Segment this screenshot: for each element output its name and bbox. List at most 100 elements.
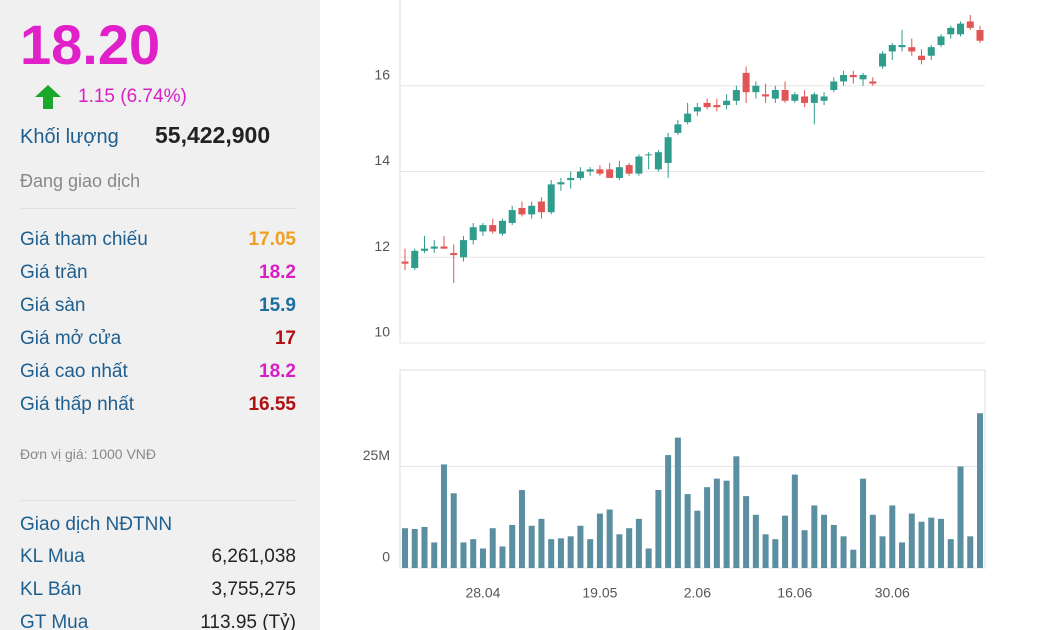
candle-body bbox=[547, 184, 555, 213]
volume-bar bbox=[869, 514, 876, 568]
x-tick-label: 16.06 bbox=[777, 585, 812, 601]
candle-body bbox=[420, 248, 428, 251]
candle-body bbox=[742, 72, 750, 93]
row-value: 15.9 bbox=[259, 295, 296, 316]
candle-body bbox=[498, 220, 506, 234]
up-arrow bbox=[35, 85, 61, 109]
candle-body bbox=[791, 94, 799, 101]
foreign-row: KL Bán 3,755,275 bbox=[20, 579, 296, 609]
volume-bar bbox=[538, 518, 545, 568]
candle-body bbox=[762, 94, 770, 97]
row-value: 17.05 bbox=[248, 229, 296, 250]
price-row: Giá trần 18.2 bbox=[20, 262, 296, 292]
candle-body bbox=[479, 225, 487, 232]
y-tick-label: 16 bbox=[374, 66, 390, 82]
volume-bar bbox=[421, 526, 428, 568]
candle-body bbox=[859, 75, 867, 80]
volume-bar bbox=[723, 480, 730, 568]
volume-bar bbox=[752, 514, 759, 568]
candle-body bbox=[840, 75, 848, 82]
volume-bar bbox=[879, 536, 886, 568]
row-value: 16.55 bbox=[248, 394, 296, 415]
candle-body bbox=[830, 81, 838, 91]
row-value: 6,261,038 bbox=[211, 546, 296, 567]
candle-body bbox=[976, 30, 984, 41]
candle-body bbox=[752, 85, 760, 93]
row-label: GT Mua bbox=[20, 612, 89, 630]
info-panel: 18.20 1.15 (6.74%) Khối lượng 55,422,900… bbox=[0, 0, 320, 630]
candle-body bbox=[908, 47, 916, 52]
candle-body bbox=[713, 105, 721, 108]
volume-bar bbox=[655, 490, 662, 568]
candle-body bbox=[625, 165, 633, 174]
candle-body bbox=[723, 100, 731, 106]
candle-body bbox=[489, 225, 497, 232]
volume-bar bbox=[889, 505, 896, 568]
price-row: Giá mở cửa 17 bbox=[20, 328, 296, 358]
candle-body bbox=[957, 23, 965, 35]
candle-body bbox=[615, 167, 623, 178]
volume-bar bbox=[616, 534, 623, 568]
volume-bar bbox=[635, 518, 642, 568]
volume-bar bbox=[733, 456, 740, 568]
row-label: KL Bán bbox=[20, 579, 82, 600]
candle-body bbox=[537, 201, 545, 213]
candle-body bbox=[771, 90, 779, 99]
price-row: Giá sàn 15.9 bbox=[20, 295, 296, 325]
volume-bar bbox=[850, 549, 857, 568]
volume-bar bbox=[528, 525, 535, 568]
volume-bar bbox=[470, 539, 477, 568]
row-label: Giá trần bbox=[20, 262, 88, 283]
candle-body bbox=[918, 55, 926, 61]
volume-bar bbox=[840, 536, 847, 568]
candle-body bbox=[557, 182, 565, 185]
y-tick-label: 14 bbox=[374, 152, 390, 168]
volume-bar bbox=[928, 517, 935, 568]
volume: 55,422,900 bbox=[155, 122, 271, 148]
y-tick-label: 0 bbox=[382, 549, 390, 565]
x-tick-label: 28.04 bbox=[465, 585, 500, 601]
candle-body bbox=[469, 227, 477, 241]
candle-body bbox=[684, 113, 692, 123]
x-tick-label: 19.05 bbox=[582, 585, 617, 601]
candle-body bbox=[576, 171, 584, 178]
volume-bar bbox=[830, 524, 837, 568]
volume-bar bbox=[567, 536, 574, 568]
volume-bar bbox=[713, 478, 720, 568]
candle-body bbox=[586, 169, 594, 172]
chart: 10 12 14 16 28.04 19.05 2.06 16.06 30.06 0 25M bbox=[363, 0, 986, 601]
candle-body bbox=[508, 210, 516, 223]
candle-body bbox=[869, 81, 877, 84]
volume-bar bbox=[811, 505, 818, 568]
volume-bar bbox=[704, 487, 711, 568]
y-tick-label: 12 bbox=[374, 238, 390, 254]
volume-bar bbox=[860, 478, 867, 568]
volume-bar bbox=[606, 509, 613, 568]
candle-body bbox=[820, 96, 828, 101]
volume-bar bbox=[489, 528, 496, 568]
separator bbox=[20, 500, 296, 501]
volume-bar bbox=[577, 525, 584, 568]
y-tick-label: 10 bbox=[374, 324, 390, 340]
candle-body bbox=[450, 252, 458, 256]
price-row: Giá cao nhất 18.2 bbox=[20, 361, 296, 391]
volume-bar bbox=[411, 529, 418, 568]
candle-body bbox=[440, 246, 448, 249]
unit-note: Đơn vị giá: 1000 VNĐ bbox=[20, 446, 157, 462]
separator bbox=[20, 208, 296, 209]
volume-bar bbox=[947, 539, 954, 568]
volume-bar bbox=[431, 542, 438, 568]
volume-bar bbox=[938, 518, 945, 568]
change: 1.15 (6.74%) bbox=[78, 86, 187, 107]
candle-body bbox=[654, 152, 662, 170]
volume-bar bbox=[908, 513, 915, 568]
volume-bar bbox=[684, 494, 691, 568]
candle-body bbox=[645, 154, 653, 156]
volume-bar bbox=[694, 510, 701, 568]
candle-body bbox=[411, 250, 419, 268]
volume-bar bbox=[665, 455, 672, 568]
price-row: Giá tham chiếu 17.05 bbox=[20, 229, 296, 259]
volume-bar bbox=[450, 493, 457, 568]
candle-body bbox=[528, 205, 536, 215]
